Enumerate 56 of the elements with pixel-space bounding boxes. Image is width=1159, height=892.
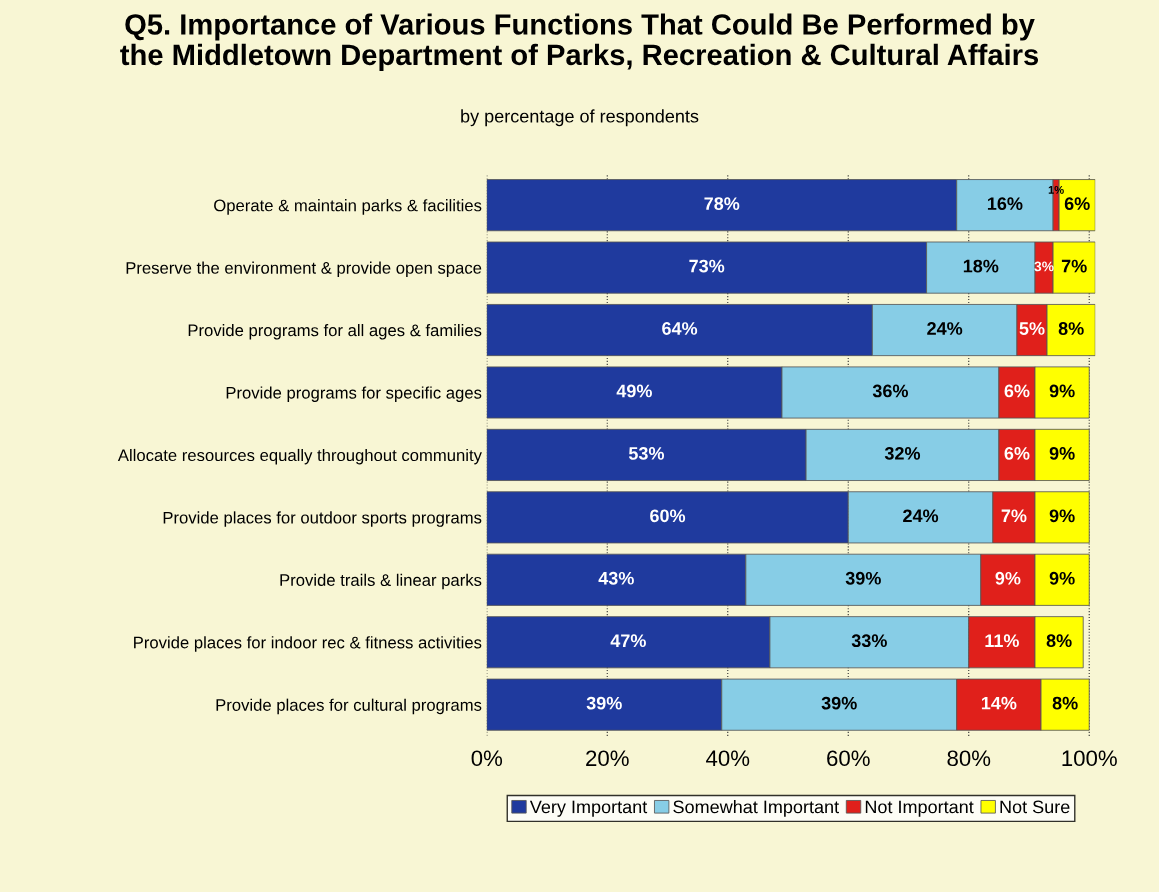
data-label: 7% bbox=[1061, 259, 1087, 273]
y-tick-label: Allocate resources equally throughout community bbox=[117, 448, 482, 465]
y-tick-label: Provide programs for specific ages bbox=[226, 386, 482, 402]
data-label: 8% bbox=[1058, 322, 1084, 335]
data-label: 64% bbox=[662, 322, 698, 335]
data-label: 16% bbox=[987, 197, 1023, 211]
y-tick-label: Provide places for indoor rec & fitness activities bbox=[134, 636, 482, 652]
data-label: 9% bbox=[1049, 509, 1075, 523]
data-label: 32% bbox=[884, 446, 921, 460]
data-label: 33% bbox=[851, 634, 887, 648]
data-label: 8% bbox=[1046, 634, 1072, 648]
data-label: 11% bbox=[985, 634, 1019, 648]
legend-label: Not Important bbox=[865, 800, 974, 817]
data-label: 53% bbox=[628, 446, 665, 460]
x-tick-label: 80% bbox=[947, 750, 991, 767]
data-label: 9% bbox=[1049, 384, 1075, 398]
data-label: 60% bbox=[650, 509, 686, 523]
legend-label: Somewhat Important bbox=[673, 800, 839, 817]
data-label: 5% bbox=[1019, 322, 1045, 335]
data-label: 6% bbox=[1004, 446, 1030, 460]
data-label: 43% bbox=[598, 571, 634, 585]
x-tick-label: 40% bbox=[706, 750, 750, 767]
data-label: 39% bbox=[845, 571, 881, 585]
data-label: 49% bbox=[616, 384, 652, 398]
x-tick-label: 0% bbox=[471, 750, 503, 767]
data-label: 9% bbox=[1049, 446, 1075, 460]
legend-label: Not Sure bbox=[1000, 800, 1070, 814]
chart-subtitle: by percentage of respondents bbox=[461, 109, 699, 127]
data-label: 7% bbox=[1001, 509, 1027, 523]
data-label: 14% bbox=[981, 696, 1017, 710]
data-label: 9% bbox=[1049, 571, 1075, 585]
x-tick-label: 60% bbox=[827, 750, 870, 767]
y-tick-label: Preserve the environment & provide open space bbox=[126, 261, 482, 278]
data-label: 6% bbox=[1004, 384, 1030, 398]
data-label: 24% bbox=[927, 322, 963, 335]
y-tick-label: Provide trails & linear parks bbox=[280, 573, 482, 590]
data-label: 1% bbox=[1048, 186, 1064, 194]
x-tick-label: 100% bbox=[1062, 750, 1117, 767]
data-label: 6% bbox=[1064, 197, 1090, 211]
y-tick-label: Operate & maintain parks & facilities bbox=[214, 199, 482, 215]
data-label: 8% bbox=[1052, 696, 1078, 710]
data-label: 24% bbox=[903, 509, 939, 523]
data-label: 78% bbox=[704, 197, 740, 211]
y-tick-label: Provide programs for all ages & families bbox=[188, 324, 482, 340]
data-label: 18% bbox=[963, 259, 999, 273]
data-label: 73% bbox=[689, 259, 725, 273]
y-tick-label: Provide places for outdoor sports programs bbox=[163, 511, 482, 527]
data-label: 39% bbox=[586, 696, 622, 710]
x-tick-label: 20% bbox=[586, 750, 629, 767]
chart-title: Q5. Importance of Various Functions That Could Be Performed by the Middletown Department of Parks, Recreation & Cultural Affairs bbox=[120, 13, 1039, 71]
data-label: 47% bbox=[610, 634, 646, 648]
data-label: 39% bbox=[821, 696, 857, 710]
data-label: 36% bbox=[872, 384, 909, 398]
legend-label: Very Important bbox=[529, 800, 648, 817]
y-tick-label: Provide places for cultural programs bbox=[216, 698, 482, 715]
data-label: 9% bbox=[995, 571, 1021, 585]
